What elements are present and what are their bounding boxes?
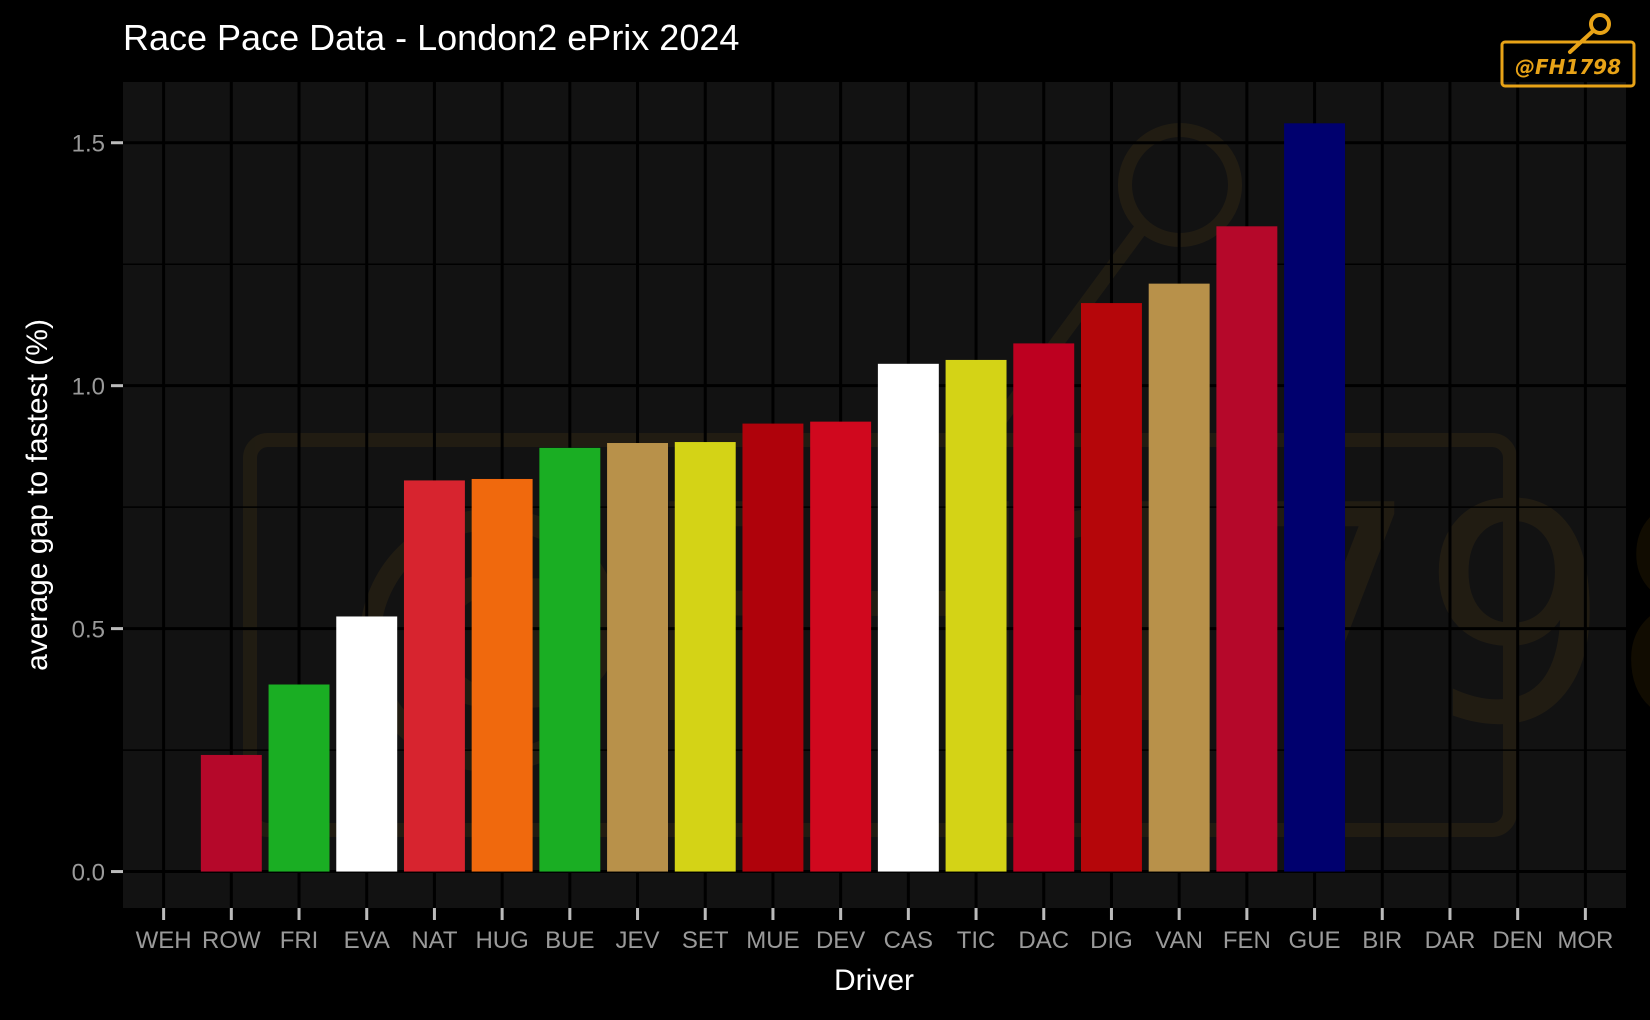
x-tick-label: FEN [1223, 927, 1271, 954]
x-tick-label: SET [682, 927, 729, 954]
x-tick-label: DIG [1090, 927, 1133, 954]
x-tick-label: BIR [1362, 927, 1402, 954]
logo-frame [1500, 40, 1636, 88]
x-tick-label: CAS [884, 927, 933, 954]
bar-nat [403, 480, 465, 872]
x-tick-label: ROW [202, 927, 261, 954]
bars [200, 123, 1346, 872]
x-tick-label: NAT [411, 927, 458, 954]
key-icon [1589, 13, 1611, 35]
bar-fen [1216, 226, 1278, 872]
y-tick-label: 1.0 [72, 374, 105, 401]
logo-text: @FH1798 [1515, 55, 1621, 79]
x-tick-label: VAN [1155, 927, 1203, 954]
bar-bue [539, 447, 601, 872]
bar-mue [742, 423, 804, 872]
bar-row [200, 754, 262, 872]
y-tick-label: 0.0 [72, 860, 105, 887]
bar-eva [336, 616, 398, 872]
bar-cas [877, 363, 939, 872]
y-tick-label: 0.5 [72, 617, 105, 644]
x-axis: WEH ROW FRI EVA NAT HUG BUE JEV SET MUE DEV CAS TIC D… [136, 908, 1613, 954]
x-tick-label: DAR [1425, 927, 1476, 954]
bar-fri [268, 684, 330, 872]
x-tick-label: DEV [816, 927, 865, 954]
bar-set [674, 442, 736, 872]
x-tick-label: JEV [616, 927, 660, 954]
x-tick-label: GUE [1289, 927, 1341, 954]
x-tick-label: WEH [136, 927, 192, 954]
x-axis-label: Driver [834, 964, 914, 997]
bar-gue [1284, 123, 1346, 872]
x-tick-label: HUG [475, 927, 528, 954]
bar-dac [1013, 343, 1075, 872]
x-tick-label: TIC [957, 927, 996, 954]
x-tick-label: DAC [1018, 927, 1069, 954]
bar-tic [945, 359, 1007, 872]
x-tick-label: DEN [1492, 927, 1543, 954]
y-tick-label: 1.5 [72, 131, 105, 158]
bar-dig [1080, 303, 1142, 872]
key-shaft [1568, 29, 1595, 54]
bar-van [1148, 283, 1210, 872]
x-tick-label: FRI [280, 927, 319, 954]
y-axis-label: average gap to fastest (%) [21, 319, 54, 671]
x-tick-label: EVA [344, 927, 390, 954]
x-tick-label: BUE [545, 927, 594, 954]
bar-hug [471, 478, 533, 872]
x-tick-label: MOR [1557, 927, 1613, 954]
bar-jev [607, 443, 669, 872]
y-axis: 0.0 0.5 1.0 1.5 [72, 131, 123, 887]
logo-watermark: @FH1798 [1500, 13, 1636, 88]
chart-title: Race Pace Data - London2 ePrix 2024 [123, 17, 739, 58]
bar-dev [810, 421, 872, 872]
x-tick-label: MUE [746, 927, 799, 954]
